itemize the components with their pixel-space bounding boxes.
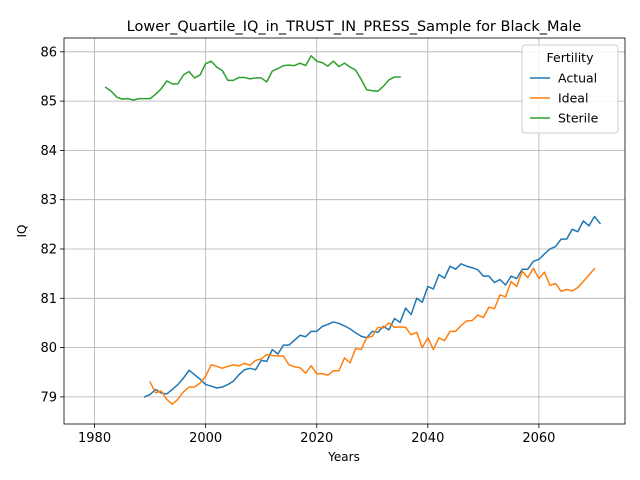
y-tick-label: 85 bbox=[40, 95, 57, 110]
legend-title: Fertility bbox=[547, 50, 595, 65]
y-axis: 79 80 81 82 83 84 85 86 bbox=[40, 45, 64, 405]
y-tick-label: 86 bbox=[40, 45, 57, 60]
x-axis-label: Years bbox=[327, 450, 360, 464]
x-tick-label: 2040 bbox=[411, 431, 444, 446]
grid bbox=[64, 38, 625, 424]
y-axis-label: IQ bbox=[15, 225, 29, 238]
x-axis: 1980 2000 2020 2040 2060 bbox=[78, 424, 555, 446]
chart-title: Lower_Quartile_IQ_in_TRUST_IN_PRESS_Samp… bbox=[127, 19, 582, 35]
x-tick-label: 2020 bbox=[300, 431, 333, 446]
y-tick-label: 80 bbox=[40, 341, 57, 356]
legend-label-sterile: Sterile bbox=[558, 111, 599, 126]
series-layer bbox=[104, 55, 602, 406]
x-tick-label: 2060 bbox=[522, 431, 555, 446]
plot-frame bbox=[63, 37, 626, 425]
legend-label-actual: Actual bbox=[558, 71, 597, 86]
y-tick-label: 83 bbox=[40, 193, 57, 208]
y-tick-label: 79 bbox=[40, 390, 57, 405]
x-tick-label: 2000 bbox=[189, 431, 222, 446]
legend: Fertility Actual Ideal Sterile bbox=[521, 44, 619, 134]
series-line-sterile bbox=[104, 55, 401, 101]
legend-box bbox=[521, 44, 619, 134]
y-tick-label: 82 bbox=[40, 242, 57, 257]
series-line-actual bbox=[143, 215, 602, 398]
legend-label-ideal: Ideal bbox=[558, 91, 588, 106]
y-tick-label: 84 bbox=[40, 144, 57, 159]
y-tick-label: 81 bbox=[40, 292, 57, 307]
series-line-ideal bbox=[149, 267, 596, 406]
legend-entries: Actual Ideal Sterile bbox=[530, 71, 599, 126]
x-tick-label: 1980 bbox=[78, 431, 111, 446]
